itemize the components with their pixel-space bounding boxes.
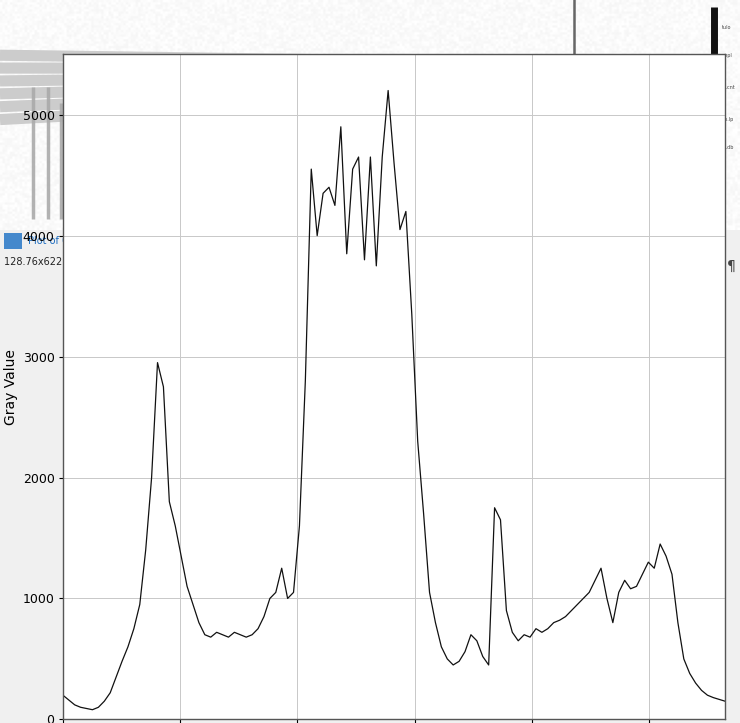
Text: Plot of 00000000_0000000001667041: Plot of 00000000_0000000001667041 <box>28 235 214 246</box>
Text: lp.cnt: lp.cnt <box>722 85 736 90</box>
Text: □: □ <box>683 236 693 246</box>
Text: −: − <box>658 236 667 246</box>
Text: 128.76x6221.98  (696x405); 8-bit; 275K: 128.76x6221.98 (696x405); 8-bit; 275K <box>4 256 201 266</box>
Text: ¶: ¶ <box>727 259 736 273</box>
Text: ×: × <box>710 236 719 246</box>
Text: dp.lp: dp.lp <box>722 117 734 122</box>
FancyBboxPatch shape <box>4 234 22 249</box>
Text: tulo: tulo <box>722 25 731 30</box>
Y-axis label: Gray Value: Gray Value <box>4 349 19 424</box>
Text: pnpl: pnpl <box>722 53 733 58</box>
Text: ct.db: ct.db <box>722 145 734 150</box>
